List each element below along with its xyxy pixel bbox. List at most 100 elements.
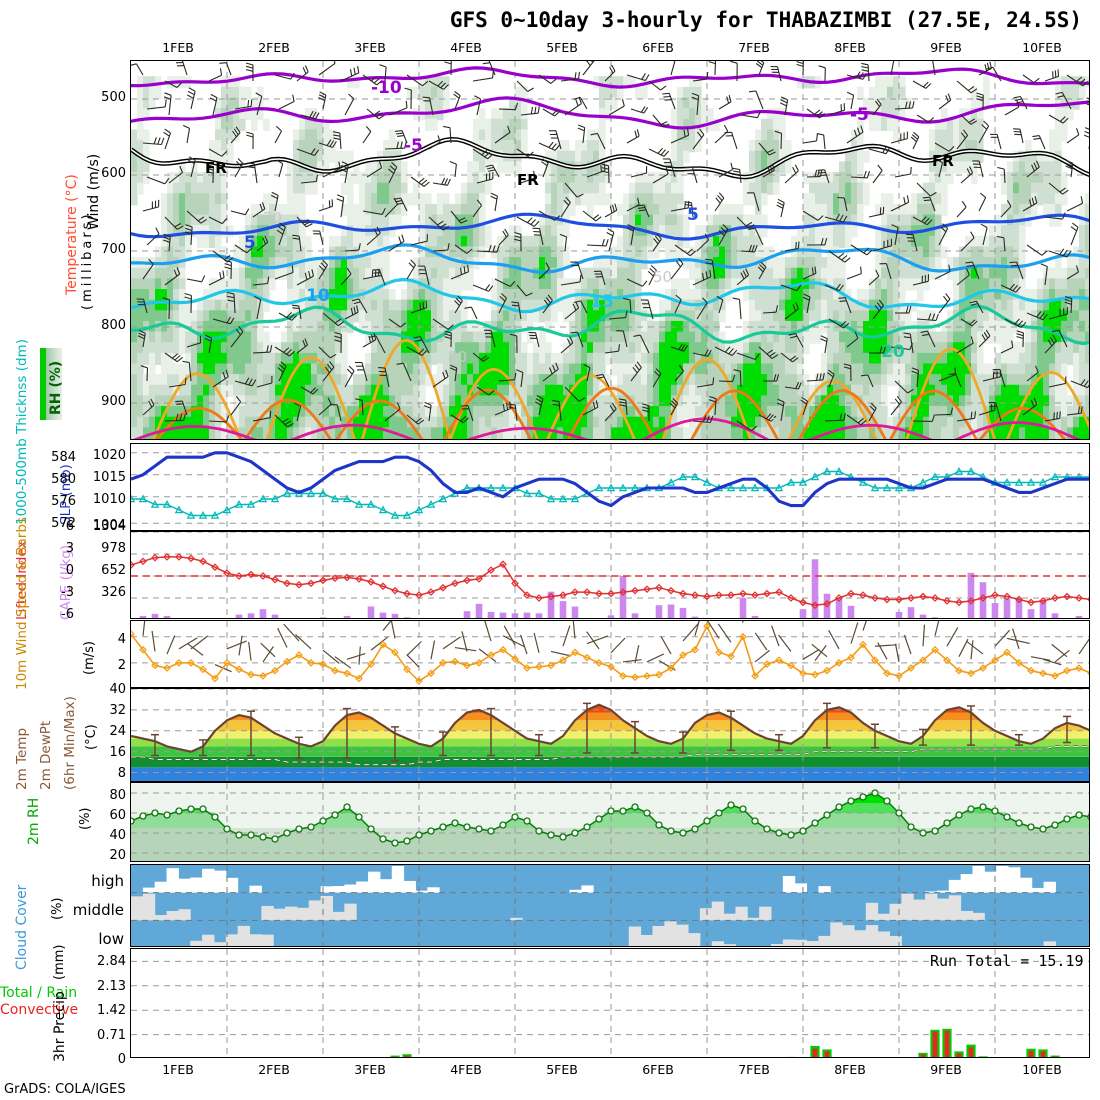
y-tick-label: 1004: [92, 518, 126, 534]
y-tick-label: 4: [117, 631, 126, 647]
date-label: 10FEB: [1022, 40, 1062, 55]
upper-air-yticks: 500 600 700 800 900: [80, 60, 126, 440]
cloudcover-label: Cloud Cover: [14, 884, 30, 970]
y-tick-label: 6: [65, 519, 74, 534]
y-tick-label: 652: [101, 563, 126, 578]
cloud-row-high: high: [91, 872, 124, 890]
y-tick-label: 24: [109, 723, 126, 739]
date-label: 6FEB: [642, 1062, 674, 1077]
date-label: 1FEB: [162, 1062, 194, 1077]
slp-yticks: 1020 1015 1010 1004: [72, 445, 126, 534]
footer-credit: GrADS: COLA/IGES: [4, 1082, 126, 1097]
legend-rh: RH (%): [48, 360, 64, 415]
y-tick-label: 600: [101, 166, 126, 181]
date-label: 8FEB: [834, 1062, 866, 1077]
upper-air-legend: Wind (m/s) Temperature (°C) RH (%): [28, 60, 102, 440]
lifted-index-yticks: -6 -3 0 3 6: [18, 519, 74, 622]
y-tick-label: 500: [101, 90, 126, 105]
dewpt2m-label: 2m DewPt: [38, 720, 54, 790]
date-label: 4FEB: [450, 1062, 482, 1077]
y-tick-label: 0.71: [97, 1027, 126, 1043]
contour-label: FR: [517, 171, 539, 189]
y-tick-label: 0: [65, 563, 74, 578]
contour-label: 5: [244, 233, 256, 253]
contour-label: -5: [850, 105, 869, 125]
y-tick-label: 2.13: [97, 978, 126, 994]
y-tick-label: 1304: [92, 519, 126, 534]
contour-label: 50: [448, 348, 468, 366]
y-tick-label: 700: [101, 242, 126, 257]
legend-rh-swatch: [40, 348, 62, 420]
y-tick-label: 40: [109, 682, 126, 697]
wind10m-panel[interactable]: [130, 620, 1090, 688]
date-label: 10FEB: [1022, 1062, 1062, 1077]
y-tick-label: 0: [117, 1052, 126, 1067]
date-label: 9FEB: [930, 1062, 962, 1077]
y-tick-label: 1.42: [97, 1003, 126, 1019]
contour-label: 70: [771, 415, 791, 433]
y-tick-label: 572: [51, 516, 76, 531]
y-tick-label: 800: [101, 318, 126, 333]
rh2m-panel[interactable]: [130, 782, 1090, 862]
date-label: 3FEB: [354, 1062, 386, 1077]
precip-legend-convective: Convective: [0, 1002, 79, 1018]
cape-li-panel[interactable]: [130, 531, 1090, 619]
date-label: 6FEB: [642, 40, 674, 55]
y-tick-label: 1015: [92, 469, 126, 485]
y-tick-label: 60: [109, 808, 126, 823]
date-label: 7FEB: [738, 1062, 770, 1077]
contour-label: 70: [263, 209, 283, 227]
y-tick-label: 2.84: [97, 954, 126, 970]
y-tick-label: 584: [51, 450, 76, 465]
precip-yticks: 2.84 2.13 1.42 0.71 0: [62, 948, 126, 1067]
legend-temperature: Temperature (°C): [64, 174, 80, 295]
date-label: 5FEB: [546, 40, 578, 55]
contour-label: -10: [371, 78, 402, 98]
precip-legend-total: Total / Rain: [0, 985, 78, 1001]
contour-label: 5: [687, 205, 699, 225]
date-label: 5FEB: [546, 1062, 578, 1077]
contour-label: FR: [932, 152, 954, 170]
contour-label: 15: [590, 292, 614, 312]
precip-panel[interactable]: [130, 948, 1090, 1058]
y-tick-label: 900: [101, 394, 126, 409]
contour-label: 10: [306, 286, 330, 306]
y-tick-label: 80: [109, 788, 126, 803]
temp2m-label: 2m Temp: [14, 727, 30, 790]
top-date-axis: 1FEB 2FEB 3FEB 4FEB 5FEB 6FEB 7FEB 8FEB 9FEB 10FE…: [130, 40, 1090, 58]
rh2m-yticks: 80 60 40 20: [72, 784, 126, 863]
page-title: GFS 0~10day 3-hourly for THABAZIMBI (27.…: [449, 8, 1082, 32]
temp2m-yticks: 40 32 24 16 8: [72, 682, 126, 783]
cape-yticks: 1304 978 652 326: [72, 519, 126, 620]
date-label: 4FEB: [450, 40, 482, 55]
cloud-row-middle: middle: [72, 901, 124, 919]
slp-thickness-panel[interactable]: [130, 443, 1090, 531]
y-tick-label: 3: [65, 541, 74, 556]
date-label: 8FEB: [834, 40, 866, 55]
y-tick-label: 978: [101, 541, 126, 556]
y-tick-label: 1020: [92, 447, 126, 463]
y-tick-label: 580: [51, 472, 76, 487]
contour-label: FR: [205, 159, 227, 177]
y-tick-label: 1010: [92, 491, 126, 507]
y-tick-label: 32: [109, 702, 126, 718]
cloud-cover-panel[interactable]: [130, 864, 1090, 947]
date-label: 3FEB: [354, 40, 386, 55]
y-tick-label: 2: [117, 657, 126, 673]
y-tick-label: 326: [101, 585, 126, 600]
temp2m-panel[interactable]: [130, 688, 1090, 782]
wind10m-label: 10m Wind Speed & Barbs: [14, 517, 30, 690]
y-tick-label: -3: [61, 585, 74, 600]
contour-label: 50: [653, 268, 673, 286]
cloud-row-low: low: [98, 930, 124, 948]
y-tick-label: 576: [51, 494, 76, 509]
date-label: 2FEB: [258, 40, 290, 55]
run-total-label: Run Total = 15.19: [930, 952, 1084, 970]
y-tick-label: 20: [109, 848, 126, 863]
thickness-yticks: 584 580 576 572: [18, 445, 76, 531]
contour-label: 20: [881, 342, 905, 362]
upper-air-panel[interactable]: -10 -5 -5 5 5 10 15 20 FR FR FR 50 50 70 70: [130, 60, 1090, 440]
y-tick-label: 16: [109, 744, 126, 760]
date-label: 1FEB: [162, 40, 194, 55]
